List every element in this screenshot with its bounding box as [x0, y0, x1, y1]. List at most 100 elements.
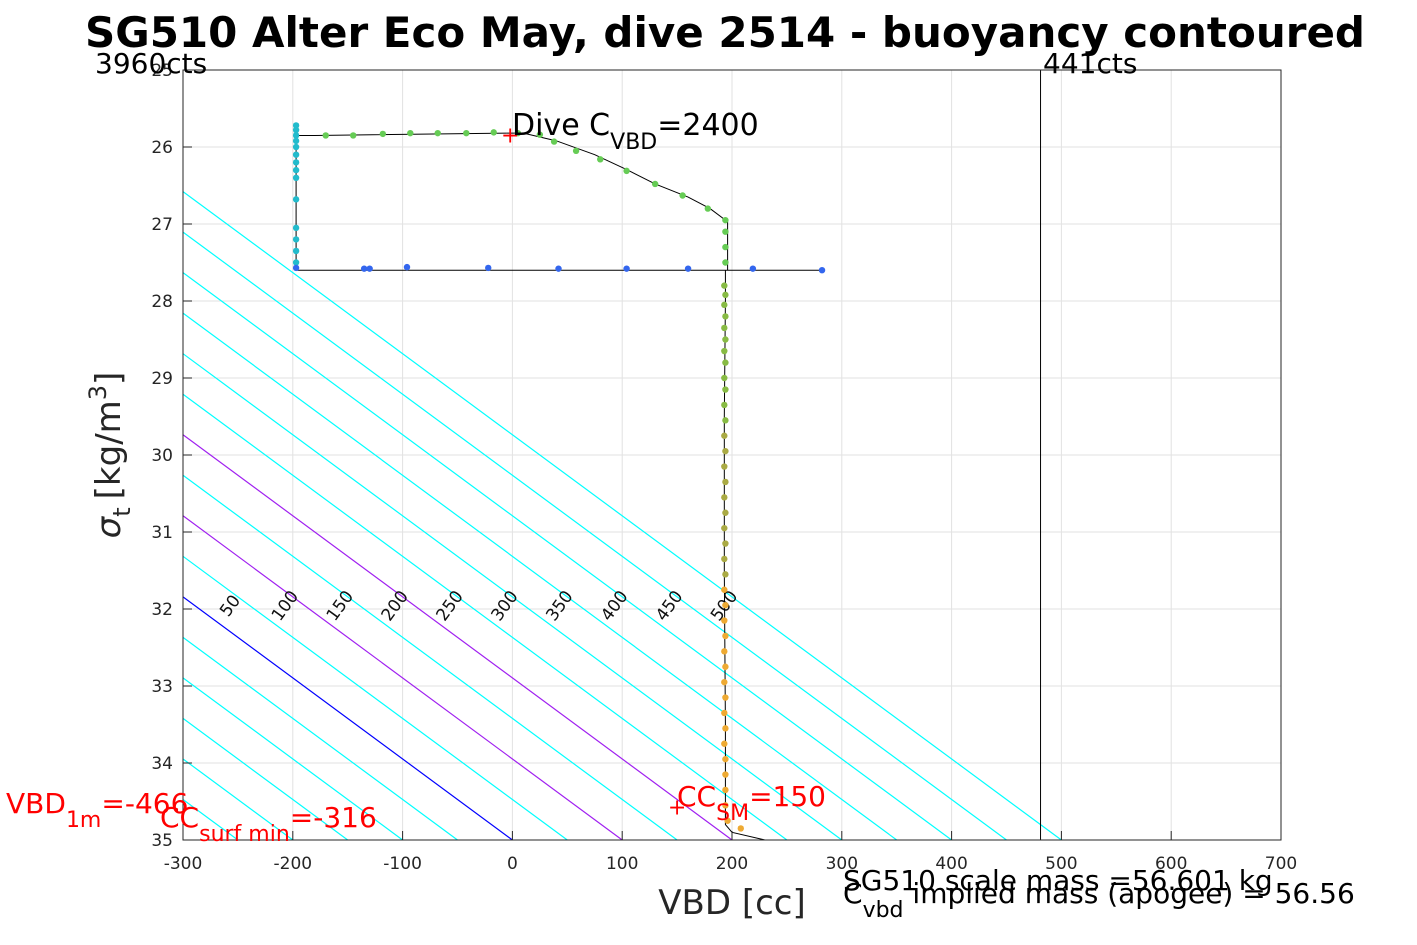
contour-line — [183, 231, 1007, 840]
data-point — [721, 494, 728, 501]
markers: ++ — [501, 123, 686, 820]
data-point — [722, 336, 729, 343]
data-point — [434, 129, 441, 137]
data-point — [292, 166, 300, 174]
vbd-1m-post: =-466 — [101, 787, 188, 820]
data-point — [724, 817, 731, 824]
data-point — [722, 802, 729, 809]
y-label-symbol: σ — [89, 515, 129, 538]
data-point — [704, 205, 712, 212]
data-point — [722, 291, 729, 299]
contour-line — [183, 474, 678, 840]
data-point — [722, 663, 729, 670]
contour-line — [183, 352, 843, 840]
data-point — [292, 224, 300, 232]
data-point — [651, 180, 659, 188]
data-point — [721, 648, 728, 655]
data-point — [721, 432, 728, 439]
data-point — [322, 132, 329, 139]
data-point — [721, 374, 728, 382]
data-point — [722, 359, 729, 366]
data-point — [292, 137, 300, 145]
data-point — [721, 709, 728, 717]
data-point — [292, 247, 300, 255]
data-point — [722, 571, 729, 578]
data-point — [722, 313, 729, 320]
data-point — [722, 694, 729, 701]
data-point — [555, 265, 562, 272]
buoyancy-contours — [183, 190, 1062, 840]
data-point — [292, 159, 300, 166]
data-point — [721, 301, 728, 309]
vbd-1m-annotation: VBD1m=-466 — [6, 787, 188, 833]
data-point — [623, 265, 630, 272]
x-tick-label: 200 — [716, 854, 748, 874]
data-point — [679, 192, 686, 199]
data-points — [292, 122, 826, 832]
cc-sm-post: =150 — [749, 780, 826, 813]
data-point — [737, 825, 744, 832]
data-point — [721, 524, 728, 532]
plus-marker: + — [501, 123, 519, 148]
data-point — [292, 196, 300, 203]
data-point — [722, 786, 729, 794]
right-counts-label: 441cts — [1043, 47, 1137, 80]
data-point — [514, 129, 522, 137]
implied-mass-text: Cvbd implied mass (apogee) = 56.56 — [843, 877, 1355, 923]
x-axis-label: VBD [cc] — [658, 883, 806, 923]
cc-sm-annotation: CCSM=150 — [677, 780, 826, 826]
y-tick-label: 32 — [151, 600, 173, 620]
contour-line — [183, 433, 733, 840]
x-tick-label: 100 — [606, 854, 638, 874]
chart-title: SG510 Alter Eco May, dive 2514 - buoyanc… — [85, 8, 1365, 57]
cc-surf-min-annotation: CCsurf min=-316 — [160, 801, 377, 847]
data-point — [490, 129, 497, 136]
contour-line — [183, 393, 788, 840]
data-point — [749, 265, 757, 272]
data-point — [349, 132, 357, 139]
data-point — [379, 130, 387, 138]
cc-surf-min-pre: CC — [160, 801, 199, 834]
implied-mass-post: implied mass (apogee) = 56.56 — [904, 877, 1355, 910]
data-point — [292, 264, 300, 272]
vbd-1m-pre: VBD — [6, 787, 66, 820]
x-tick-label: 300 — [826, 854, 858, 874]
dive-cvbd-annotation: Dive CVBD=2400 — [512, 108, 759, 155]
left-counts-label: 3960cts — [95, 47, 207, 80]
data-point — [292, 126, 300, 134]
data-point — [722, 540, 729, 547]
data-point — [597, 156, 604, 163]
x-tick-label: 400 — [935, 854, 967, 874]
data-point — [536, 131, 544, 138]
data-point — [623, 167, 630, 175]
x-tick-label: -300 — [164, 854, 203, 874]
x-axis-ticks: -300 -200 -100 0 100 200 300 400 500 600 700 — [164, 831, 1297, 874]
data-point — [818, 267, 826, 274]
data-point — [292, 132, 300, 139]
data-point — [292, 143, 300, 151]
vbd-1m-sub: 1m — [66, 808, 101, 833]
x-tick-label: 600 — [1155, 854, 1187, 874]
data-point — [722, 755, 729, 763]
data-point — [550, 138, 558, 145]
data-point — [463, 129, 470, 137]
data-point — [721, 347, 728, 355]
cc-surf-min-post: =-316 — [290, 801, 377, 834]
data-point — [292, 174, 300, 181]
y-tick-label: 35 — [151, 831, 173, 851]
data-point — [572, 147, 580, 155]
data-point — [721, 401, 728, 409]
contour-line — [183, 312, 898, 840]
data-point — [721, 282, 728, 289]
plus-marker: + — [668, 796, 686, 821]
data-point — [722, 386, 729, 393]
dive-cvbd-pre: Dive C — [512, 108, 610, 143]
y-tick-label: 29 — [151, 369, 173, 389]
y-axis-ticks: 25 26 27 28 29 30 31 32 33 34 35 — [151, 61, 192, 851]
x-tick-label: 0 — [507, 854, 518, 874]
y-axis-label: σt [kg/m3] — [84, 372, 136, 539]
data-point — [722, 509, 729, 516]
data-point — [722, 447, 729, 455]
x-tick-label: -200 — [274, 854, 313, 874]
